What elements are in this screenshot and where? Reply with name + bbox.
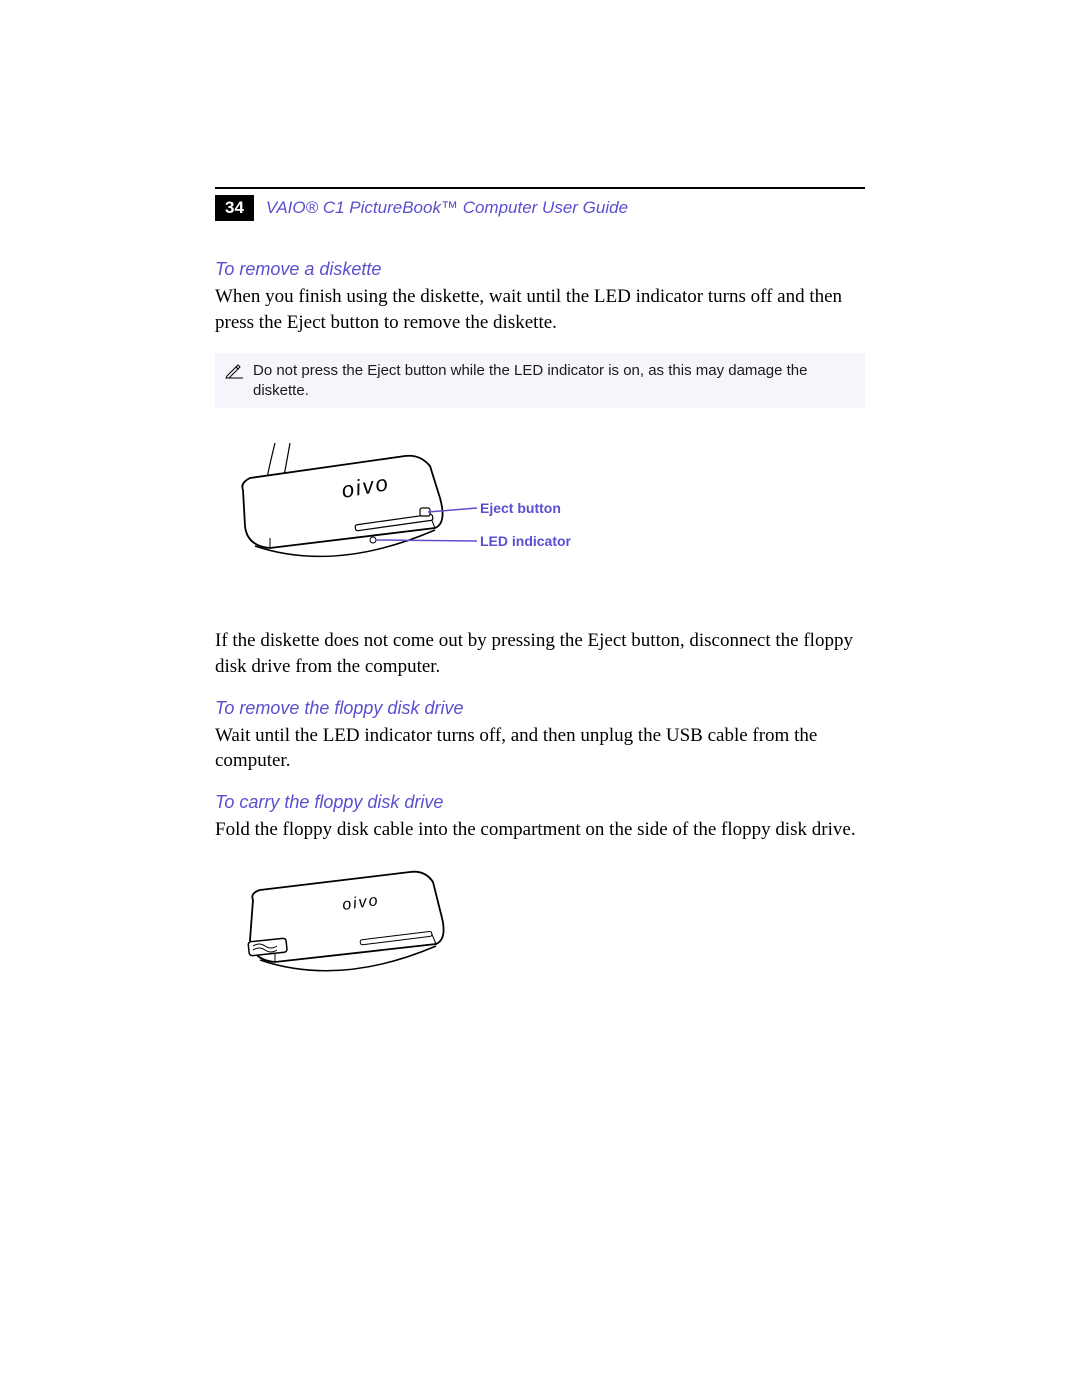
- callout-eject-button: Eject button: [480, 500, 561, 516]
- callout-led-indicator: LED indicator: [480, 533, 571, 549]
- heading-remove-diskette: To remove a diskette: [215, 259, 865, 280]
- page-header: 34 VAIO® C1 PictureBook™ Computer User G…: [215, 195, 865, 221]
- figure-drive-folded: oivo: [215, 860, 865, 1000]
- note-box: Do not press the Eject button while the …: [215, 353, 865, 408]
- drive-illustration-1: oivo: [215, 438, 675, 608]
- header-rule: [215, 187, 865, 189]
- document-title: VAIO® C1 PictureBook™ Computer User Guid…: [266, 198, 628, 218]
- note-text: Do not press the Eject button while the …: [253, 361, 855, 400]
- body-remove-diskette: When you finish using the diskette, wait…: [215, 284, 865, 335]
- body-remove-drive: Wait until the LED indicator turns off, …: [215, 723, 865, 774]
- drive-illustration-2: oivo: [215, 860, 475, 1000]
- body-carry-drive: Fold the floppy disk cable into the comp…: [215, 817, 865, 843]
- page-content: 34 VAIO® C1 PictureBook™ Computer User G…: [215, 187, 865, 1000]
- pencil-icon: [225, 363, 245, 384]
- page-number: 34: [215, 195, 254, 221]
- heading-carry-drive: To carry the floppy disk drive: [215, 792, 865, 813]
- figure-drive-with-callouts: oivo Eject button LED indicator: [215, 438, 865, 608]
- heading-remove-drive: To remove the floppy disk drive: [215, 698, 865, 719]
- body-after-figure: If the diskette does not come out by pre…: [215, 628, 865, 679]
